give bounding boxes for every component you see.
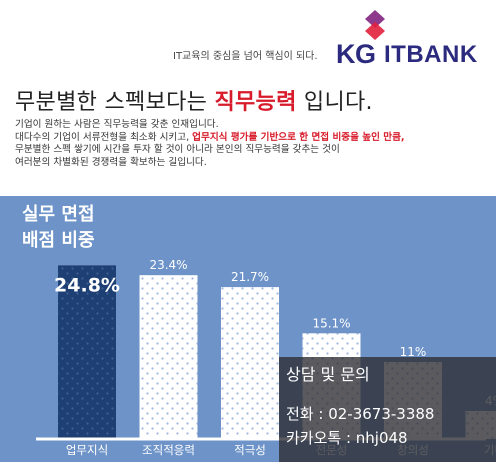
headline-highlight: 직무능력	[214, 90, 297, 115]
logo-kg-text: KG	[336, 39, 376, 69]
bar-cat-3	[221, 287, 279, 439]
headline: 무분별한 스펙보다는 직무능력 입니다.	[15, 84, 373, 116]
value-label-cat-5: 11%	[400, 345, 427, 359]
headline-suffix: 입니다.	[296, 90, 373, 115]
intro-line-3: 무분별한 스펙 쌓기에 시간을 투자 할 것이 아니라 본인의 직무능력을 갖추…	[15, 144, 340, 156]
chart-title: 실무 면접 배점 비중	[22, 202, 95, 254]
value-label-cat-2: 23.4%	[149, 258, 187, 272]
category-label-cat-1: 업무지식	[66, 443, 108, 457]
chart-title-line-1: 실무 면접	[22, 204, 95, 225]
bar-cat-2	[139, 275, 198, 439]
contact-title: 상담 및 문의	[286, 365, 370, 384]
logo-mark-icon	[365, 10, 385, 40]
kg-itbank-logo[interactable]: KG ITBANK	[336, 10, 488, 69]
intro-line-2-highlight: 업무지식 평가를 기반으로 한 면접 비중을 높인 만큼,	[192, 131, 405, 143]
value-label-cat-4: 15.1%	[312, 316, 350, 330]
chart-title-line-2: 배점 비중	[22, 230, 95, 251]
contact-kakao[interactable]: 카카오톡 : nhj048	[286, 429, 408, 447]
intro-paragraph: 기업이 원하는 사람은 직무능력을 갖춘 인재입니다. 대다수의 기업이 서류전…	[15, 119, 405, 169]
intro-line-2-text: 대다수의 기업이 서류전형을 최소화 시키고,	[15, 131, 193, 143]
value-label-cat-3: 21.7%	[231, 270, 269, 284]
intro-line-4: 여러분의 차별화된 경쟁력을 확보하는 길입니다.	[15, 156, 207, 168]
logo-itbank-text: ITBANK	[384, 41, 478, 68]
header-area: IT교육의 중심을 넘어 핵심이 되다. KG ITBANK 무분별한 스펙보다…	[0, 0, 496, 196]
contact-box: 상담 및 문의 전화 : 02-3673-3388 카카오톡 : nhj048	[279, 357, 496, 462]
bar-cat-1	[58, 265, 116, 439]
category-label-cat-2: 조직적응력	[142, 443, 195, 457]
intro-line-1: 기업이 원하는 사람은 직무능력을 갖춘 인재입니다.	[15, 119, 219, 130]
value-label-cat-1: 24.8%	[54, 274, 120, 296]
tagline: IT교육의 중심을 넘어 핵심이 되다.	[173, 51, 318, 62]
headline-text: 무분별한 스펙보다는	[15, 90, 215, 115]
intro-line-2: 대다수의 기업이 서류전형을 최소화 시키고, 업무지식 평가를 기반으로 한 …	[15, 132, 405, 145]
category-label-cat-3: 적극성	[234, 443, 266, 457]
contact-phone[interactable]: 전화 : 02-3673-3388	[286, 405, 435, 423]
